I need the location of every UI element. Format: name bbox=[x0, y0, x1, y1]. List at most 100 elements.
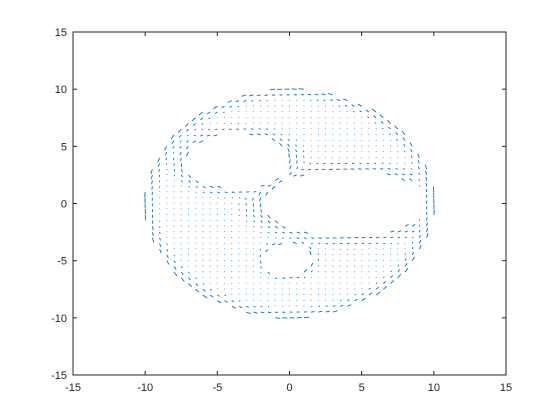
quiver-arrow bbox=[264, 94, 268, 96]
quiver-arrow bbox=[371, 108, 377, 113]
quiver-arrow bbox=[245, 220, 248, 222]
quiver-arrow bbox=[401, 173, 406, 176]
quiver-arrow bbox=[418, 229, 421, 233]
quiver-arrow bbox=[185, 146, 189, 150]
quiver-arrow bbox=[260, 214, 263, 218]
quiver-arrow bbox=[151, 220, 154, 225]
quiver-arrow bbox=[188, 277, 191, 281]
quiver-arrow bbox=[409, 173, 413, 176]
quiver-arrow bbox=[323, 99, 326, 102]
quiver-arrow bbox=[186, 140, 189, 143]
quiver-arrow bbox=[235, 100, 240, 103]
quiver-arrow bbox=[267, 311, 272, 314]
quiver-arrow bbox=[289, 159, 291, 164]
quiver-arrow bbox=[267, 184, 272, 187]
quiver-arrow bbox=[252, 197, 254, 201]
quiver-arrow bbox=[318, 310, 323, 313]
quiver-arrow bbox=[165, 157, 168, 161]
quiver-arrow bbox=[159, 243, 162, 247]
quiver-arrow bbox=[404, 223, 409, 227]
quiver-arrow bbox=[274, 277, 278, 280]
quiver-arrow bbox=[361, 293, 365, 296]
quiver-arrow bbox=[267, 231, 270, 234]
quiver-arrow bbox=[195, 283, 199, 286]
quiver-arrow bbox=[426, 222, 428, 227]
quiver-arrow bbox=[403, 168, 406, 170]
quiver-arrows bbox=[144, 88, 435, 319]
quiver-arrow bbox=[289, 237, 292, 239]
quiver-arrow bbox=[418, 235, 421, 238]
quiver-arrow bbox=[343, 98, 348, 102]
quiver-arrow bbox=[193, 123, 196, 126]
quiver-arrow bbox=[198, 111, 204, 116]
quiver-arrow bbox=[314, 93, 319, 96]
quiver-arrow bbox=[404, 263, 408, 267]
quiver-arrow bbox=[159, 237, 161, 241]
quiver-arrow bbox=[403, 150, 406, 153]
quiver-arrow bbox=[359, 110, 362, 113]
quiver-arrow bbox=[295, 144, 298, 147]
quiver-arrow bbox=[361, 298, 366, 302]
quiver-arrow bbox=[296, 237, 300, 239]
quiver-arrow bbox=[180, 180, 183, 183]
quiver-arrow bbox=[394, 173, 398, 176]
quiver-arrow bbox=[321, 93, 326, 96]
y-tick-label: -10 bbox=[51, 313, 67, 325]
quiver-arrow bbox=[287, 148, 290, 153]
quiver-arrow bbox=[325, 310, 330, 313]
quiver-arrow bbox=[271, 243, 276, 246]
quiver-arrow bbox=[368, 287, 371, 290]
quiver-arrow bbox=[374, 122, 377, 124]
quiver-arrow bbox=[307, 93, 312, 96]
quiver-arrow bbox=[375, 282, 378, 284]
quiver-arrow bbox=[352, 110, 355, 113]
x-tick-label: 15 bbox=[500, 382, 512, 394]
quiver-arrow bbox=[410, 155, 413, 158]
quiver-arrow bbox=[213, 105, 218, 109]
quiver-arrow bbox=[339, 304, 344, 307]
quiver-arrow bbox=[173, 169, 176, 172]
quiver-arrow bbox=[303, 231, 309, 234]
quiver-arrow bbox=[328, 92, 333, 96]
quiver-arrow bbox=[243, 100, 247, 102]
quiver-arrow bbox=[289, 165, 292, 170]
quiver-arrow bbox=[373, 115, 377, 119]
quiver-arrow bbox=[173, 266, 177, 270]
quiver-arrow bbox=[426, 227, 429, 233]
quiver-arrow bbox=[173, 271, 178, 277]
quiver-arrow bbox=[344, 104, 348, 107]
quiver-arrow bbox=[301, 168, 305, 171]
quiver-arrow bbox=[227, 100, 232, 103]
quiver-arrow bbox=[318, 237, 322, 239]
quiver-arrow bbox=[417, 153, 420, 158]
quiver-arrow bbox=[332, 310, 338, 313]
quiver-arrow bbox=[253, 305, 256, 308]
quiver-arrow bbox=[192, 140, 196, 143]
quiver-arrow bbox=[151, 231, 154, 237]
quiver-arrow bbox=[381, 127, 384, 130]
quiver-arrow bbox=[426, 233, 429, 238]
quiver-arrow bbox=[260, 220, 263, 223]
quiver-arrow bbox=[195, 185, 198, 188]
quiver-arrow bbox=[310, 270, 313, 273]
quiver-arrow bbox=[166, 249, 169, 252]
quiver-arrow bbox=[238, 305, 243, 309]
quiver-arrow bbox=[390, 279, 395, 284]
quiver-arrow bbox=[386, 119, 391, 124]
quiver-arrow bbox=[256, 133, 261, 136]
quiver-arrow bbox=[425, 182, 428, 187]
quiver-arrow bbox=[282, 225, 286, 229]
quiver-arrow bbox=[151, 186, 153, 190]
quiver-arrow bbox=[194, 128, 196, 131]
quiver-arrow bbox=[401, 130, 406, 136]
quiver-arrow bbox=[311, 237, 315, 239]
quiver-arrow bbox=[179, 140, 182, 143]
quiver-arrow bbox=[288, 133, 290, 136]
quiver-arrow bbox=[195, 288, 200, 293]
quiver-arrow bbox=[296, 276, 300, 279]
quiver-arrow bbox=[293, 174, 297, 177]
quiver-arrow bbox=[202, 185, 206, 189]
quiver-arrow bbox=[387, 168, 391, 170]
quiver-arrow bbox=[411, 251, 415, 256]
quiver-arrow bbox=[303, 145, 305, 147]
